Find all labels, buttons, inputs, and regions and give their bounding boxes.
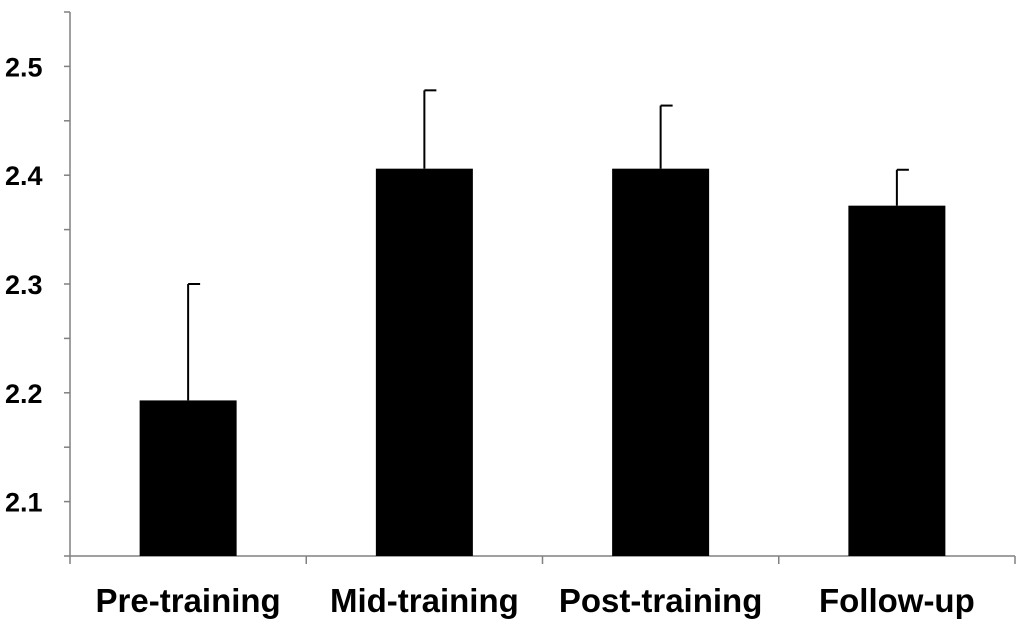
- bar: [848, 205, 946, 556]
- bar: [612, 168, 710, 556]
- x-tick-label: Post-training: [559, 582, 763, 619]
- bars: [139, 168, 946, 556]
- x-axis: [69, 555, 1016, 564]
- y-axis: [64, 11, 71, 557]
- x-tick-label: Mid-training: [330, 582, 519, 619]
- y-tick-label: 2.4: [5, 161, 43, 191]
- x-tick-label: Follow-up: [819, 582, 975, 619]
- y-tick-labels: 2.1 2.2 2.3 2.4 2.5: [5, 52, 43, 517]
- x-tick-labels: Pre-training Mid-training Post-training Fol…: [96, 582, 975, 619]
- error-bars: [187, 89, 909, 401]
- bar: [375, 168, 473, 556]
- x-tick-label: Pre-training: [96, 582, 281, 619]
- y-tick-label: 2.2: [5, 379, 43, 409]
- y-tick-label: 2.3: [5, 270, 43, 300]
- y-tick-label: 2.1: [5, 488, 43, 518]
- y-tick-label: 2.5: [5, 52, 43, 82]
- bar: [139, 400, 237, 556]
